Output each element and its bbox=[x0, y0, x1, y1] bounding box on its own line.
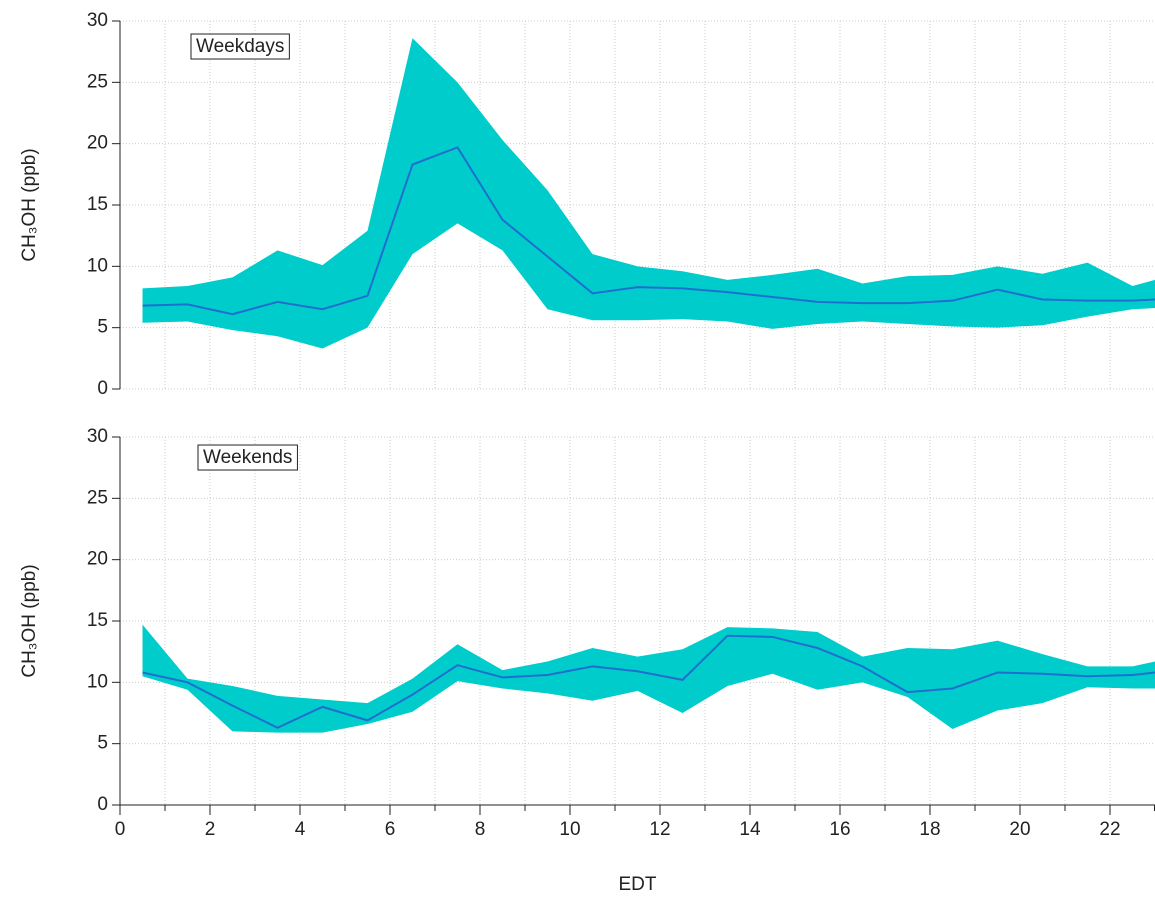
x-tick-label: 2 bbox=[205, 819, 216, 840]
y-tick-label: 15 bbox=[87, 610, 108, 631]
panel-label: Weekends bbox=[203, 447, 292, 468]
y-tick-label: 10 bbox=[87, 671, 108, 692]
panel-label: Weekdays bbox=[196, 36, 284, 57]
y-tick-label: 0 bbox=[97, 378, 108, 399]
x-tick-label: 16 bbox=[829, 819, 850, 840]
y-tick-label: 10 bbox=[87, 255, 108, 276]
band bbox=[142, 624, 1155, 733]
plot-area bbox=[142, 624, 1155, 733]
y-tick-label: 30 bbox=[87, 426, 108, 447]
plot-area bbox=[142, 38, 1155, 349]
y-tick-label: 25 bbox=[87, 487, 108, 508]
band bbox=[142, 38, 1155, 349]
panel-label-box bbox=[190, 33, 290, 60]
y-tick-label: 30 bbox=[87, 10, 108, 31]
x-tick-label: 4 bbox=[295, 819, 306, 840]
y-tick-label: 20 bbox=[87, 549, 108, 570]
x-tick-label: 22 bbox=[1099, 819, 1120, 840]
x-tick-label: 8 bbox=[475, 819, 486, 840]
y-tick-label: 20 bbox=[87, 133, 108, 154]
y-tick-label: 5 bbox=[97, 317, 108, 338]
panel-label-box bbox=[197, 444, 298, 471]
x-axis-label: EDT bbox=[619, 874, 657, 895]
x-tick-label: 12 bbox=[649, 819, 670, 840]
x-tick-label: 14 bbox=[739, 819, 761, 840]
x-tick-label: 10 bbox=[559, 819, 580, 840]
y-tick-label: 25 bbox=[87, 71, 108, 92]
x-tick-label: 20 bbox=[1009, 819, 1030, 840]
y-axis-label: CH₃OH (ppb) bbox=[19, 148, 40, 261]
y-axis-label: CH₃OH (ppb) bbox=[19, 564, 40, 677]
x-tick-label: 6 bbox=[385, 819, 396, 840]
y-tick-label: 5 bbox=[97, 733, 108, 754]
y-tick-label: 15 bbox=[87, 194, 108, 215]
mean-line bbox=[142, 634, 1155, 729]
mean-line bbox=[142, 146, 1155, 316]
x-tick-label: 0 bbox=[115, 819, 126, 840]
x-tick-label: 18 bbox=[919, 819, 940, 840]
y-tick-label: 0 bbox=[97, 794, 108, 815]
